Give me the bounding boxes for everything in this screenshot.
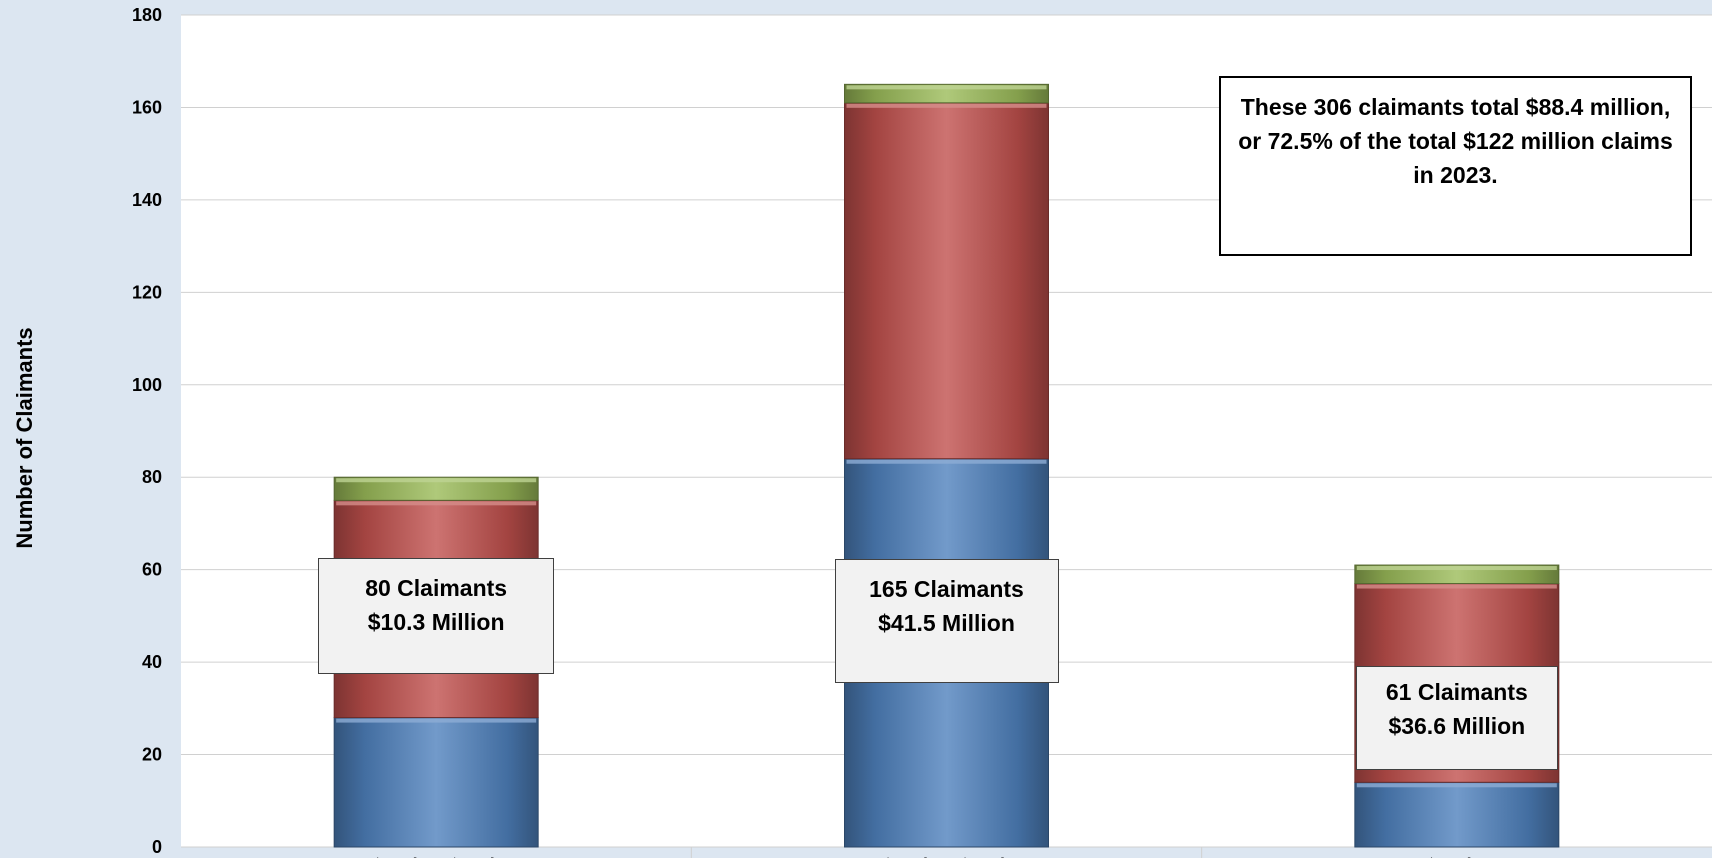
- y-tick-label: 160: [132, 97, 162, 117]
- bar-label-count: 165 Claimants: [869, 575, 1024, 602]
- bar-segment: [333, 717, 539, 848]
- annotation-box: These 306 claimants total $88.4 million,…: [1219, 76, 1692, 256]
- y-axis-ticks: 0 20 40 60 80 100 120 140 160 180: [132, 5, 162, 857]
- y-tick-label: 0: [152, 837, 162, 857]
- bar-segment-highlight: [846, 85, 1047, 90]
- bar-label-amount: $36.6 Million: [1388, 712, 1526, 739]
- y-tick-label: 40: [142, 652, 162, 672]
- bar-segment: [1354, 781, 1560, 848]
- x-tick-label: $150k to $200k: [883, 855, 1011, 858]
- bar-value-label: 61 Claimants $36.6 Million: [1355, 665, 1558, 770]
- bar-segment-highlight: [336, 718, 537, 723]
- bar-segment-highlight: [336, 478, 537, 483]
- bar-segment-highlight: [336, 501, 537, 506]
- bar-label-amount: $10.3 Million: [367, 608, 505, 635]
- bar-value-label: 165 Claimants $41.5 Million: [834, 558, 1059, 683]
- y-tick-label: 80: [142, 467, 162, 487]
- y-tick-label: 60: [142, 560, 162, 580]
- bar-label-amount: $41.5 Million: [878, 609, 1015, 636]
- y-tick-label: 180: [132, 5, 162, 25]
- x-tick-label: $100k to $150k: [373, 855, 501, 858]
- x-axis-ticks: $100k to $150k $150k to $200k $200k+: [373, 855, 1488, 858]
- bar-segment-highlight: [846, 459, 1047, 464]
- y-axis-label: Number of Claimants: [12, 327, 37, 548]
- bar-segment-highlight: [1356, 783, 1557, 788]
- bar-value-label: 80 Claimants $10.3 Million: [318, 557, 555, 674]
- y-tick-label: 120: [132, 282, 162, 302]
- bar-segment-highlight: [1356, 584, 1557, 589]
- bar-segment: [333, 476, 539, 501]
- bar-label-count: 80 Claimants: [365, 574, 508, 601]
- bar-segment-highlight: [1356, 566, 1557, 571]
- y-tick-label: 20: [142, 745, 162, 765]
- y-tick-label: 100: [132, 375, 162, 395]
- bar-label-count: 61 Claimants: [1385, 678, 1528, 705]
- bar-segment-highlight: [846, 103, 1047, 108]
- x-tick-label: $200k+: [1427, 855, 1488, 858]
- bar-segment: [844, 102, 1049, 460]
- y-tick-label: 140: [132, 190, 162, 210]
